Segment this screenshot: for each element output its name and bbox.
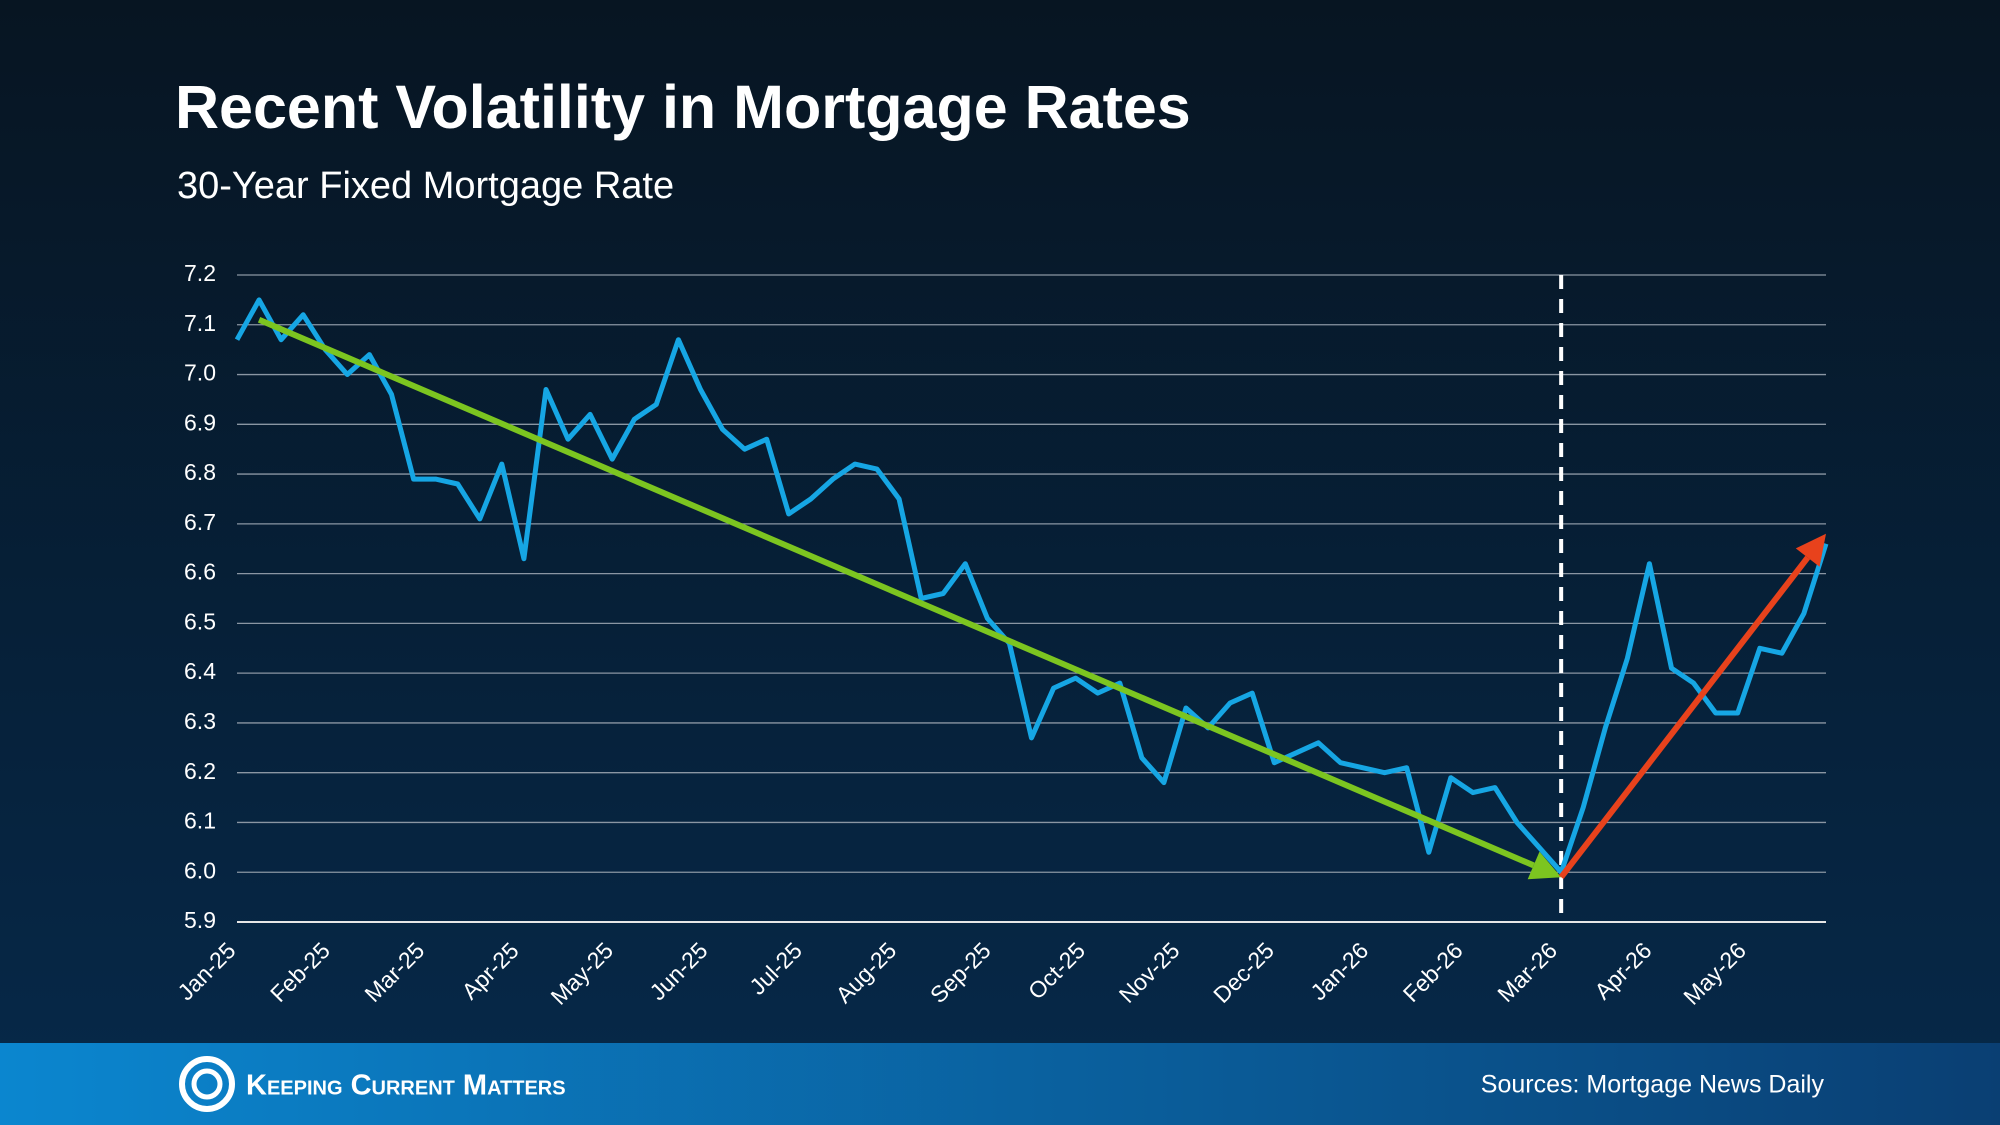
series-line: [234, 297, 1829, 875]
logo-inner: [191, 1068, 223, 1100]
y-tick-label: 6.1: [184, 808, 216, 834]
y-tick-label: 6.3: [184, 708, 216, 734]
y-tick-label: 6.4: [184, 658, 216, 684]
y-tick-label: 5.9: [184, 907, 216, 933]
chart-subtitle: 30-Year Fixed Mortgage Rate: [177, 165, 674, 207]
y-tick-label: 6.2: [184, 758, 216, 784]
brand: Keeping Current Matters: [246, 1070, 566, 1102]
logo-ring: [179, 1056, 235, 1112]
source: Sources: Mortgage News Daily: [1481, 1071, 1825, 1099]
y-tick-label: 6.8: [184, 459, 216, 485]
y-tick-label: 6.6: [184, 559, 216, 585]
chart-title: Recent Volatility in Mortgage Rates: [175, 73, 1191, 141]
trend-line: [1558, 555, 1811, 880]
y-tick-label: 6.7: [184, 509, 216, 535]
logo: [179, 1056, 235, 1112]
y-tick-label: 7.1: [184, 310, 216, 336]
y-tick-label: 6.9: [184, 409, 216, 435]
y-tick-label: 6.5: [184, 608, 216, 634]
trend-line: [257, 317, 1535, 869]
y-tick-label: 7.2: [184, 260, 216, 286]
footer: [0, 1043, 2000, 1125]
trend-arrowhead: [1527, 851, 1562, 880]
y-tick-label: 6.0: [184, 857, 216, 883]
trend-arrowhead: [1795, 533, 1826, 567]
y-tick-label: 7.0: [184, 360, 216, 386]
